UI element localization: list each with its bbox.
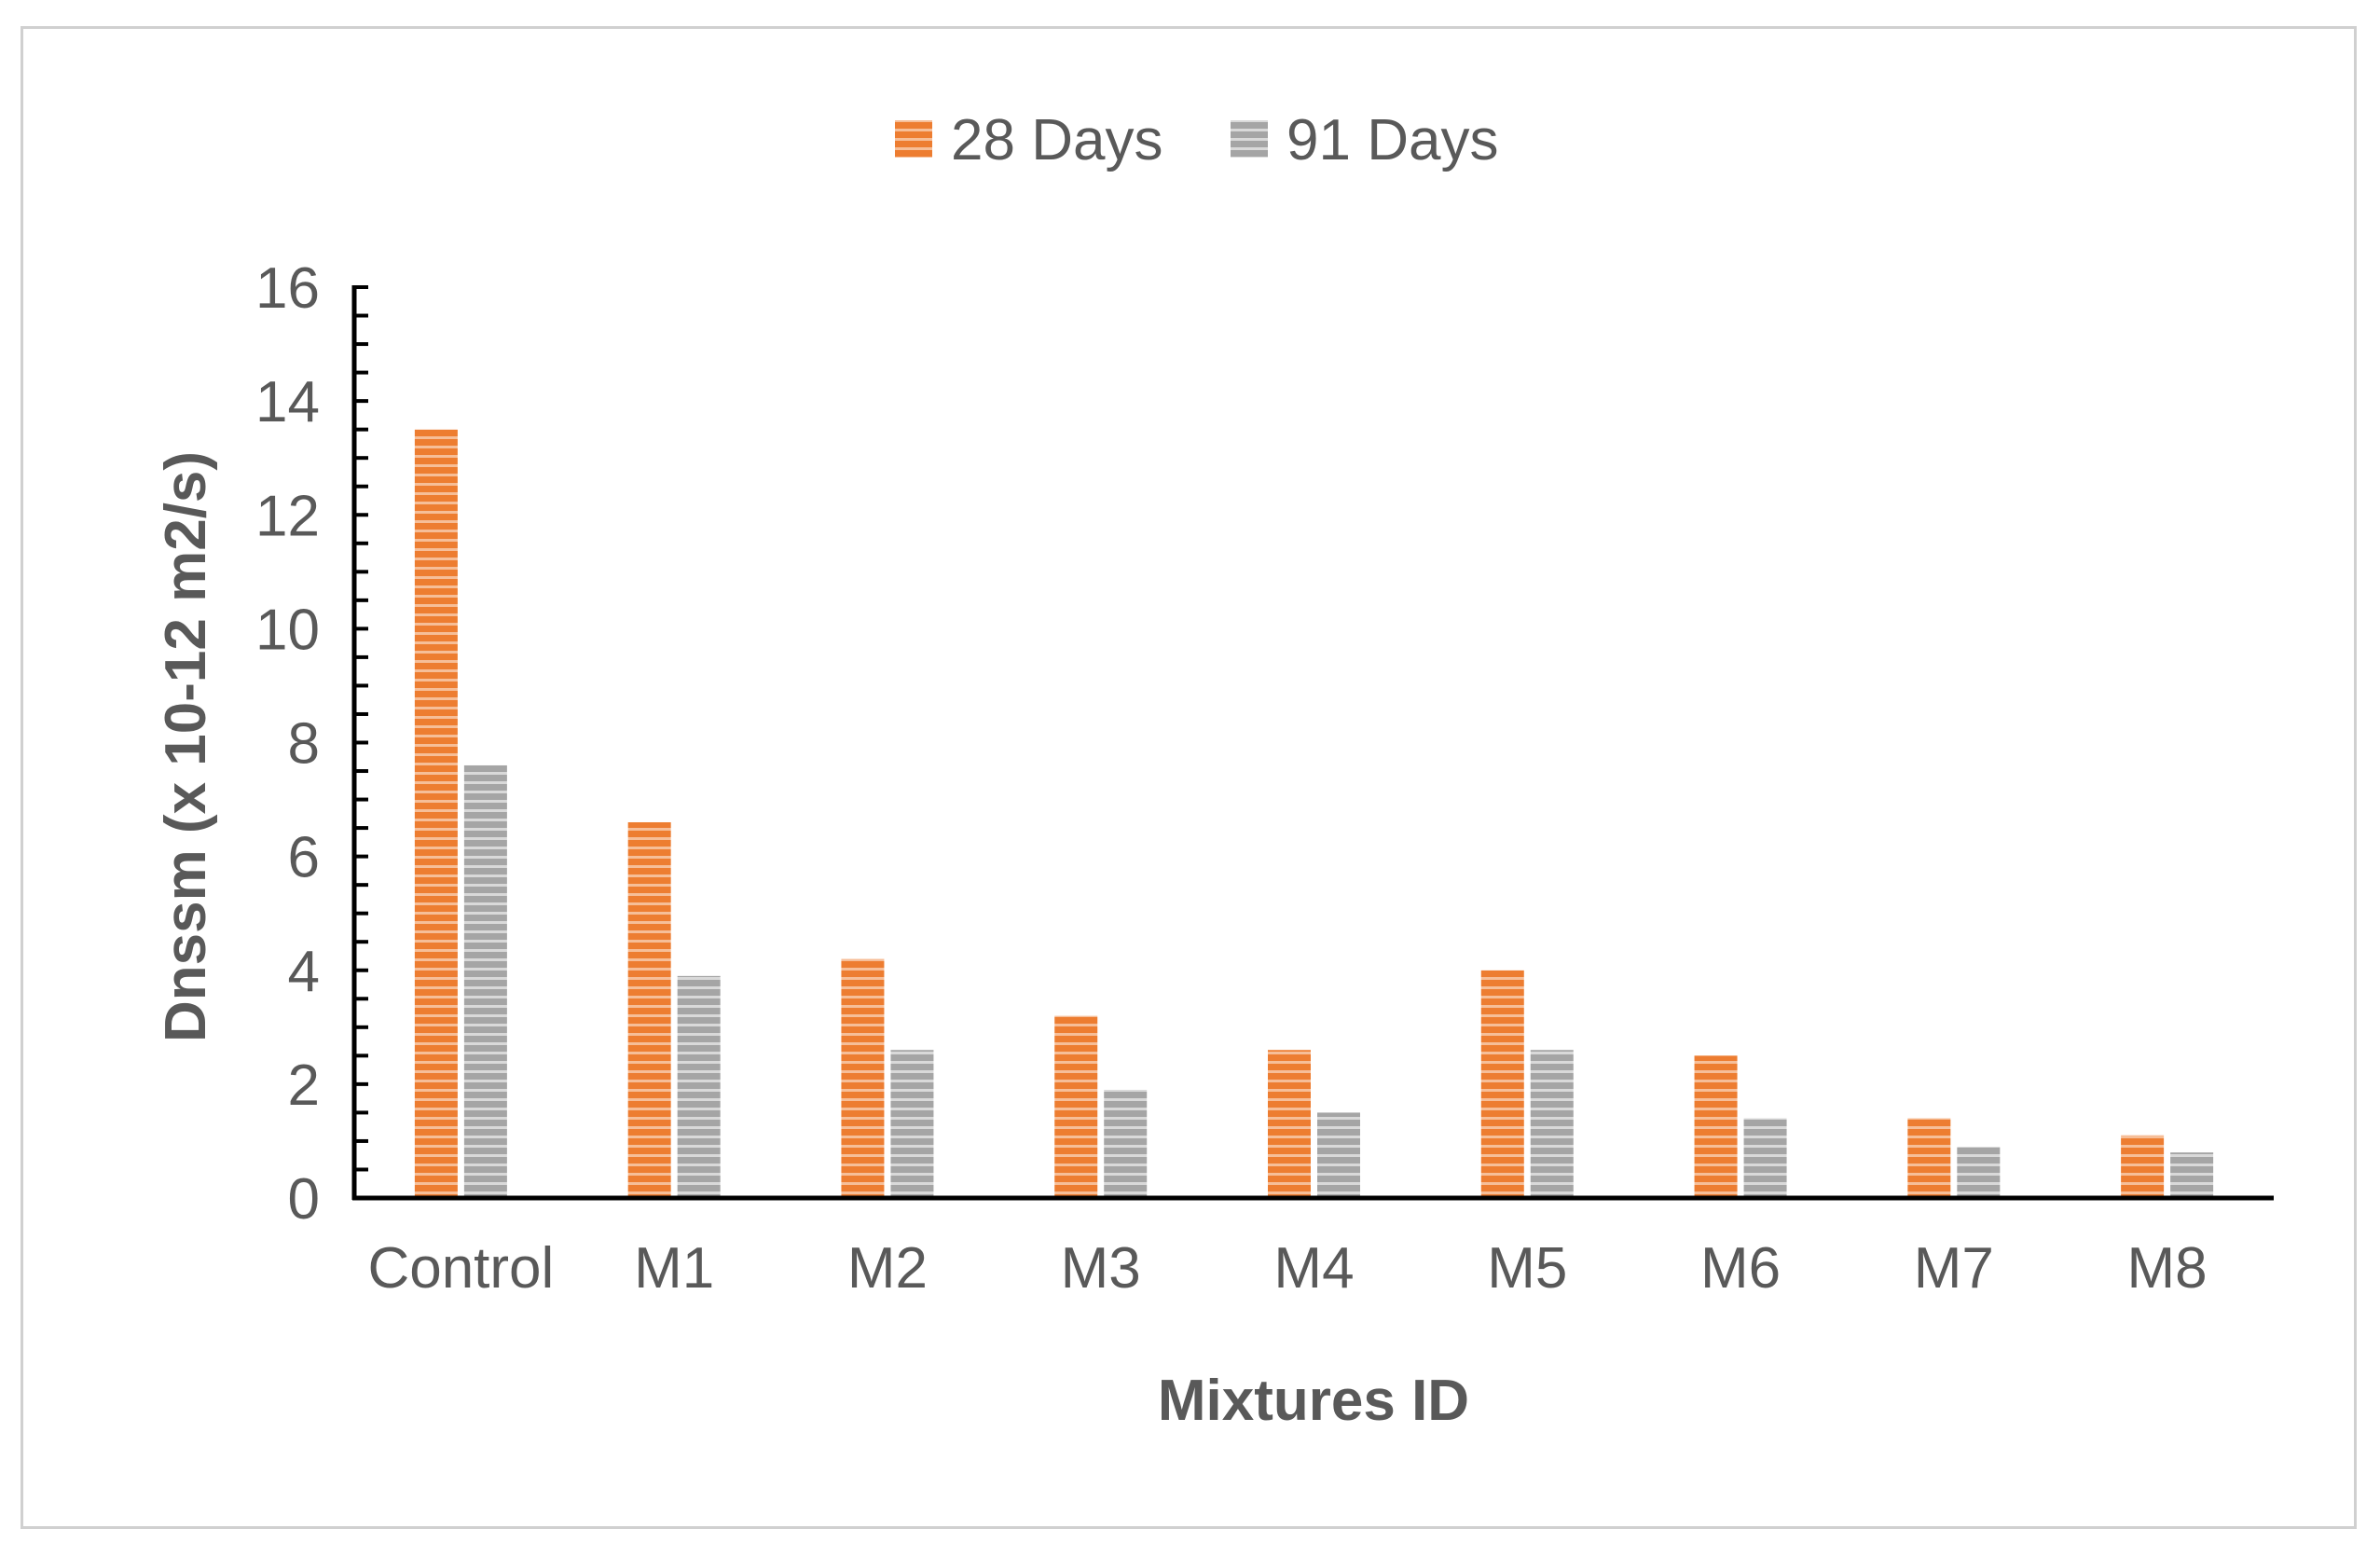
bar-m7-28-days <box>1907 1118 1951 1198</box>
y-tick-label: 8 <box>288 712 320 777</box>
x-tick-label: M3 <box>1061 1236 1141 1301</box>
bar-m5-28-days <box>1480 970 1524 1198</box>
legend-label-91-days: 91 Days <box>1286 108 1498 172</box>
bar-m6-91-days <box>1743 1118 1787 1198</box>
bar-m6-28-days <box>1694 1055 1738 1198</box>
bar-m1-28-days <box>627 821 671 1198</box>
bar-control-28-days <box>414 429 458 1198</box>
bar-m2-28-days <box>841 958 885 1198</box>
x-tick-label: M8 <box>2127 1236 2208 1301</box>
x-tick-label: M7 <box>1914 1236 1994 1301</box>
bar-m8-91-days <box>2170 1152 2214 1198</box>
x-tick-label: M1 <box>634 1236 714 1301</box>
x-tick-label: Control <box>367 1236 554 1301</box>
bar-m3-91-days <box>1104 1089 1148 1198</box>
x-tick-label: M2 <box>847 1236 928 1301</box>
bar-m2-91-days <box>890 1050 934 1198</box>
y-tick-label: 16 <box>255 256 320 321</box>
bar-m1-91-days <box>677 975 721 1198</box>
x-tick-label: M5 <box>1487 1236 1567 1301</box>
y-tick-label: 0 <box>288 1167 320 1232</box>
x-axis-labels: Control M1 M2 M3 M4 M5 M6 M7 M8 <box>367 1236 2207 1301</box>
bar-m8-28-days <box>2121 1135 2165 1198</box>
bar-m5-91-days <box>1530 1050 1574 1198</box>
legend: 28 Days 91 Days <box>895 108 1498 172</box>
y-tick-label: 10 <box>255 598 320 662</box>
y-tick-label: 12 <box>255 484 320 548</box>
bar-chart: 28 Days 91 Days 0 2 4 6 8 10 12 14 16 Control M1 M… <box>154 108 2274 1433</box>
y-tick-label: 14 <box>255 370 320 434</box>
legend-swatch-91-days <box>1231 120 1268 158</box>
y-axis-title: Dnssm (x 10-12 m2/s) <box>154 451 218 1042</box>
x-tick-label: M6 <box>1700 1236 1781 1301</box>
bar-m4-28-days <box>1268 1050 1311 1198</box>
bar-m4-91-days <box>1317 1112 1360 1198</box>
legend-label-28-days: 28 Days <box>951 108 1162 172</box>
y-axis-ticks: 0 2 4 6 8 10 12 14 16 <box>255 256 368 1232</box>
x-tick-label: M4 <box>1273 1236 1354 1301</box>
x-axis-title: Mixtures ID <box>1158 1369 1469 1433</box>
legend-swatch-28-days <box>895 120 932 158</box>
bar-m7-91-days <box>1957 1147 2001 1198</box>
y-tick-label: 2 <box>288 1053 320 1118</box>
chart-frame: 28 Days 91 Days 0 2 4 6 8 10 12 14 16 Control M1 M… <box>21 26 2357 1529</box>
bars <box>414 429 2214 1198</box>
y-tick-label: 4 <box>288 940 320 1004</box>
y-tick-label: 6 <box>288 826 320 890</box>
bar-control-91-days <box>463 764 507 1198</box>
bar-m3-28-days <box>1054 1015 1098 1198</box>
